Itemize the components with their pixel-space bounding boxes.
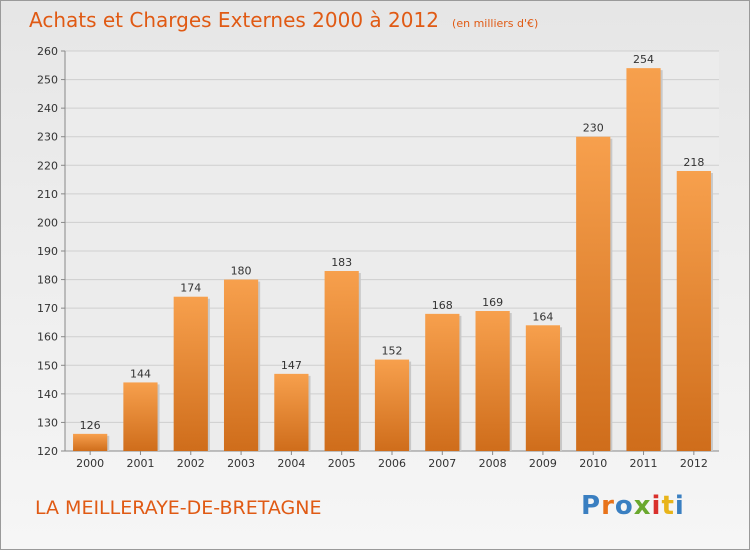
y-tick-label: 180 — [37, 274, 58, 287]
x-tick-label: 2000 — [76, 457, 104, 470]
x-tick-label: 2006 — [378, 457, 406, 470]
data-label: 169 — [482, 296, 503, 309]
y-tick-label: 210 — [37, 188, 58, 201]
x-tick-label: 2005 — [328, 457, 356, 470]
y-tick-label: 150 — [37, 359, 58, 372]
data-label: 168 — [432, 299, 453, 312]
logo-letter: x — [633, 491, 652, 521]
bar — [374, 359, 410, 451]
chart-unit: (en milliers d'€) — [452, 17, 539, 30]
logo-letter: t — [661, 491, 675, 521]
y-tick-label: 170 — [37, 302, 58, 315]
y-tick-label: 260 — [37, 45, 58, 58]
logo-letter: P — [581, 491, 602, 521]
y-tick-label: 190 — [37, 245, 58, 258]
data-label: 183 — [331, 256, 352, 269]
data-label: 152 — [382, 345, 403, 358]
x-tick-label: 2009 — [529, 457, 557, 470]
bar — [223, 279, 259, 451]
bar — [123, 382, 158, 451]
data-label: 147 — [281, 359, 302, 372]
y-tick-label: 120 — [37, 445, 58, 458]
bar — [173, 296, 208, 451]
data-label: 218 — [683, 156, 704, 169]
data-label: 126 — [80, 419, 101, 432]
y-tick-label: 140 — [37, 388, 58, 401]
y-tick-label: 230 — [37, 131, 58, 144]
bar — [73, 433, 108, 451]
data-label: 180 — [231, 265, 252, 278]
bar — [576, 136, 611, 451]
x-tick-label: 2001 — [126, 457, 154, 470]
data-label: 174 — [180, 282, 201, 295]
x-tick-label: 2007 — [428, 457, 456, 470]
bar — [324, 271, 359, 451]
bar — [626, 68, 661, 452]
data-label: 164 — [532, 310, 553, 323]
bar — [425, 313, 460, 451]
data-label: 254 — [633, 53, 654, 66]
logo-letter: r — [601, 491, 615, 521]
data-label: 230 — [583, 122, 604, 135]
y-tick-label: 220 — [37, 159, 58, 172]
proxiti-logo: Proxiti — [581, 491, 685, 521]
logo-letter: i — [651, 491, 662, 521]
x-tick-label: 2008 — [479, 457, 507, 470]
x-tick-label: 2011 — [630, 457, 658, 470]
x-tick-label: 2012 — [680, 457, 708, 470]
bar — [676, 171, 711, 451]
x-tick-label: 2010 — [579, 457, 607, 470]
x-tick-label: 2004 — [277, 457, 305, 470]
place-name: LA MEILLERAYE-DE-BRETAGNE — [35, 497, 322, 519]
chart-title-text: Achats et Charges Externes 2000 à 2012 — [29, 8, 439, 32]
y-tick-label: 240 — [37, 102, 58, 115]
bar — [475, 311, 510, 451]
y-tick-label: 130 — [37, 416, 58, 429]
x-tick-label: 2003 — [227, 457, 255, 470]
bar — [525, 325, 561, 451]
x-tick-label: 2002 — [177, 457, 205, 470]
data-label: 144 — [130, 367, 151, 380]
chart-title: Achats et Charges Externes 2000 à 2012 (… — [29, 8, 538, 32]
logo-letter: i — [674, 491, 685, 521]
logo-letter: o — [614, 491, 634, 521]
y-tick-label: 160 — [37, 331, 58, 344]
bar — [274, 373, 309, 451]
y-tick-label: 250 — [37, 74, 58, 87]
y-tick-label: 200 — [37, 216, 58, 229]
